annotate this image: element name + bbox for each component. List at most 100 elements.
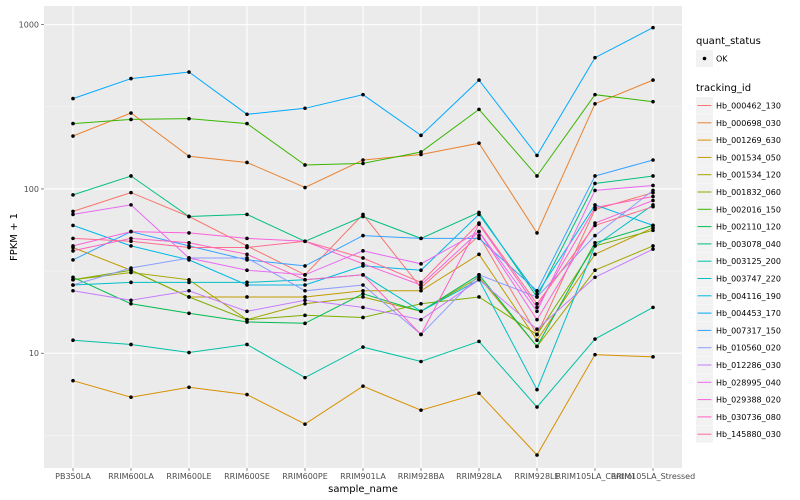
data-point xyxy=(303,288,307,293)
data-point xyxy=(419,408,423,412)
data-point xyxy=(651,188,655,193)
data-point xyxy=(477,252,481,257)
data-point xyxy=(245,320,249,324)
data-point xyxy=(535,387,539,392)
data-point xyxy=(535,309,539,314)
data-point xyxy=(303,273,307,277)
legend-label: Hb_003747_220 xyxy=(716,275,781,284)
data-point xyxy=(535,332,539,337)
legend-label: Hb_028995_040 xyxy=(716,378,781,387)
y-axis: 10 100 1000 xyxy=(19,21,44,358)
data-point xyxy=(129,266,133,270)
data-point xyxy=(593,101,597,106)
data-point xyxy=(187,385,191,390)
data-point xyxy=(129,229,133,234)
data-point xyxy=(419,309,423,314)
legend-label: Hb_029388_020 xyxy=(716,396,781,405)
data-point xyxy=(129,203,133,207)
data-point xyxy=(187,295,191,299)
data-point xyxy=(651,198,655,203)
data-point xyxy=(187,154,191,159)
data-point xyxy=(419,301,423,306)
data-point xyxy=(477,277,481,282)
data-point xyxy=(361,384,365,388)
legend-label: Hb_004116_190 xyxy=(716,292,781,301)
legend-label: Hb_001832_060 xyxy=(716,188,781,197)
series-layer xyxy=(71,25,655,457)
x-tick-label: RRIM600PE xyxy=(282,472,328,481)
data-point xyxy=(71,378,75,383)
data-point xyxy=(245,236,249,241)
legend-title-tracking-id: tracking_id xyxy=(696,83,751,94)
data-point xyxy=(187,256,191,260)
data-point xyxy=(129,342,133,347)
x-tick-label: RRIM928BA xyxy=(398,472,445,481)
data-point xyxy=(71,275,75,280)
data-point xyxy=(593,188,597,193)
data-point xyxy=(593,252,597,257)
data-point xyxy=(187,214,191,219)
data-point xyxy=(535,153,539,158)
data-point xyxy=(477,339,481,344)
data-point xyxy=(535,231,539,235)
data-point xyxy=(129,395,133,399)
data-point xyxy=(129,190,133,195)
x-tick-label: RRIM105LA_Control xyxy=(556,472,635,481)
data-point xyxy=(593,337,597,341)
data-point xyxy=(187,116,191,121)
y-tick-label: 10 xyxy=(29,349,39,358)
data-point xyxy=(477,233,481,238)
data-point xyxy=(245,392,249,397)
legend-series: Hb_000462_130 Hb_000698_030 Hb_001269_630 H… xyxy=(696,97,781,443)
data-point xyxy=(593,268,597,273)
data-point xyxy=(361,288,365,293)
data-point xyxy=(593,205,597,210)
data-point xyxy=(419,280,423,285)
y-tick-label: 1000 xyxy=(19,21,39,30)
data-point xyxy=(477,78,481,82)
data-point xyxy=(71,258,75,262)
data-point xyxy=(303,298,307,303)
data-point xyxy=(245,280,249,285)
data-point xyxy=(651,244,655,248)
data-point xyxy=(593,55,597,60)
data-point xyxy=(71,121,75,126)
data-point xyxy=(303,321,307,326)
data-point xyxy=(303,239,307,244)
data-point xyxy=(651,194,655,199)
data-point xyxy=(303,313,307,318)
data-point xyxy=(245,212,249,217)
data-point xyxy=(477,236,481,241)
data-point xyxy=(361,262,365,266)
data-point xyxy=(71,134,75,138)
data-point xyxy=(419,262,423,266)
data-point xyxy=(361,158,365,162)
data-point xyxy=(651,174,655,178)
data-point xyxy=(245,268,249,273)
legend-label: Hb_010560_020 xyxy=(716,344,781,353)
data-point xyxy=(651,228,655,233)
data-point xyxy=(71,212,75,217)
x-tick-label: RRIM600SE xyxy=(224,472,270,481)
data-point xyxy=(187,70,191,74)
data-point xyxy=(535,295,539,299)
data-point xyxy=(477,212,481,217)
data-point xyxy=(477,391,481,396)
legend-label: Hb_002016_150 xyxy=(716,205,781,214)
data-point xyxy=(593,223,597,228)
data-point xyxy=(361,256,365,260)
data-point xyxy=(245,112,249,117)
data-point xyxy=(361,273,365,277)
data-point xyxy=(419,150,423,154)
data-point xyxy=(303,283,307,287)
legend-label: Hb_004453_170 xyxy=(716,309,781,318)
x-tick-label: RRIM928LE xyxy=(514,472,559,481)
x-tick-label: RRIM928LA xyxy=(456,472,502,481)
x-tick-label: RRIM901LA xyxy=(340,472,386,481)
data-point xyxy=(245,295,249,299)
data-point xyxy=(535,305,539,310)
data-point xyxy=(129,111,133,115)
data-point xyxy=(419,332,423,337)
data-point xyxy=(71,96,75,101)
